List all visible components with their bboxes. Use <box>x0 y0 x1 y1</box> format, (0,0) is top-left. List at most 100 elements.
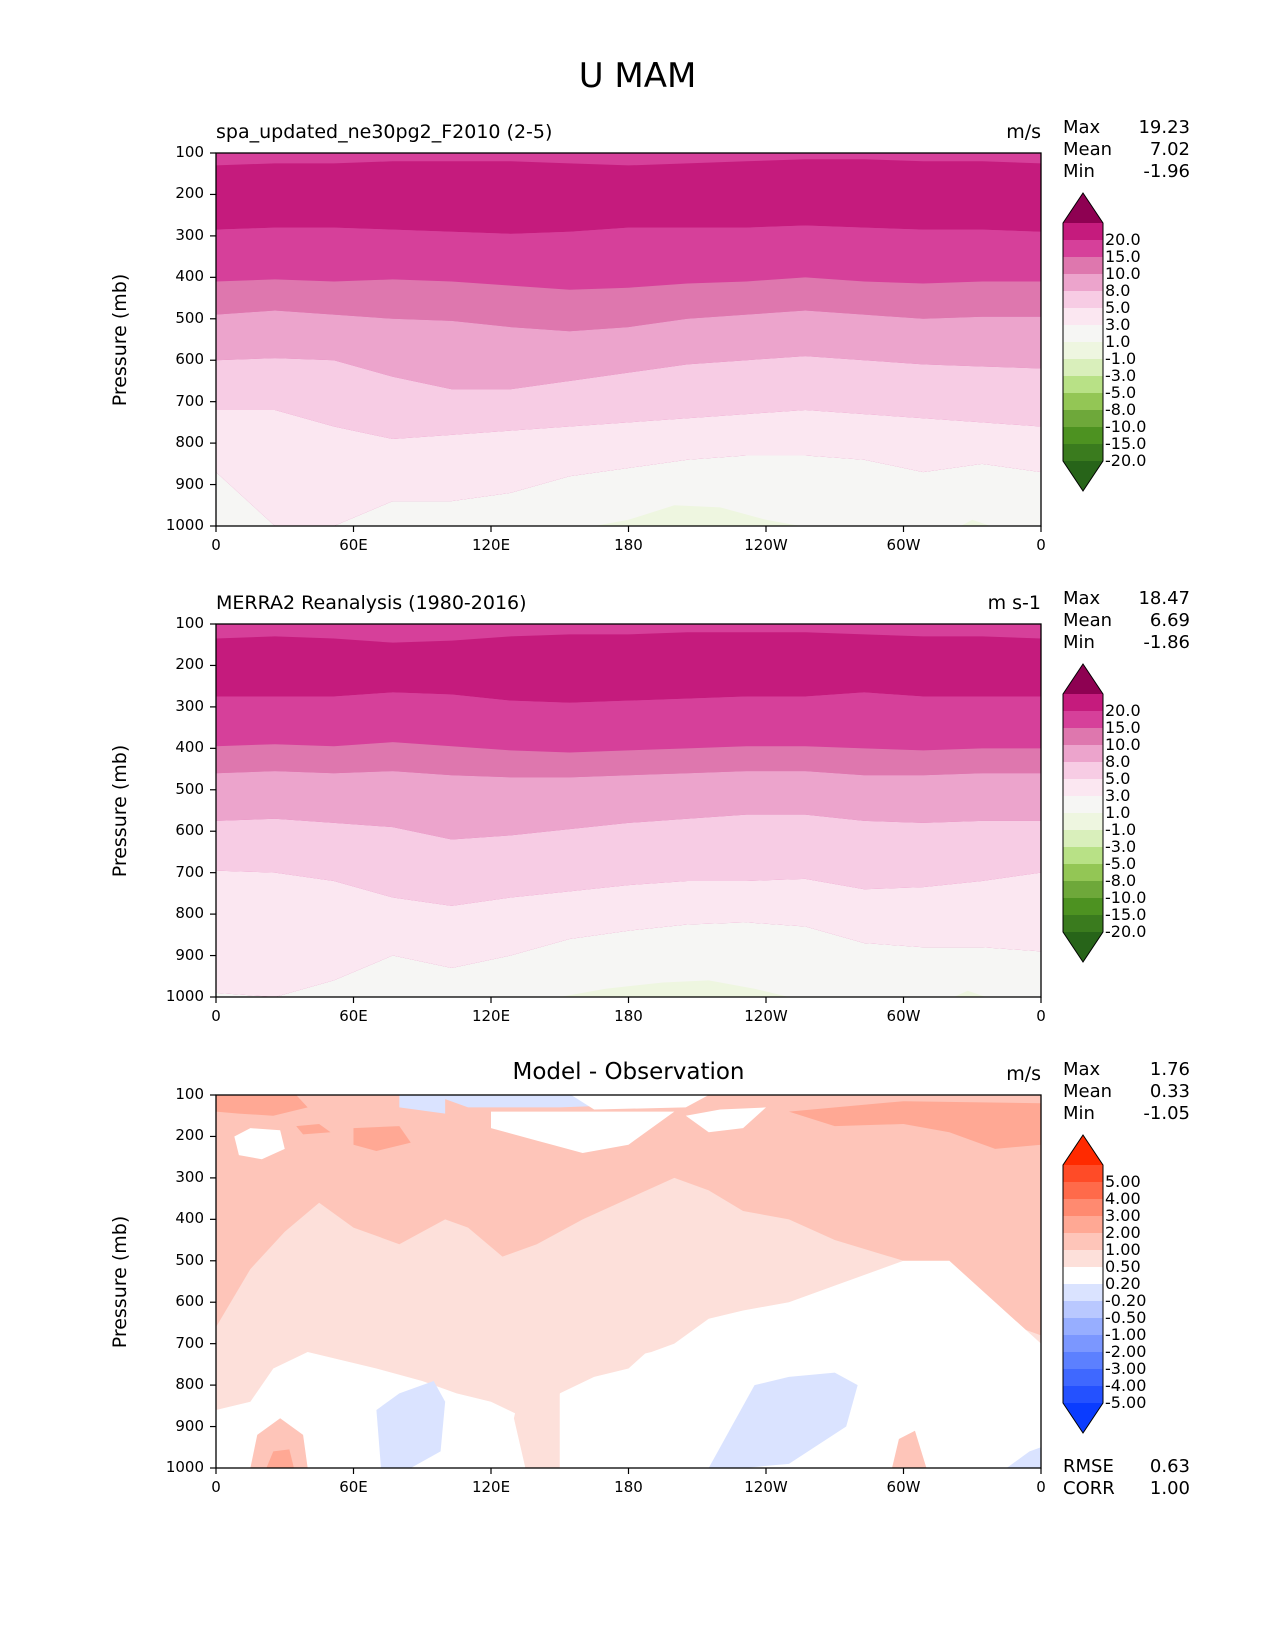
colorbar-swatch <box>1063 1284 1103 1302</box>
colorbar-label: 0.20 <box>1105 1274 1141 1293</box>
colorbar-label: -5.00 <box>1105 1393 1147 1412</box>
panel-3 <box>210 1094 1104 1474</box>
colorbar-label: 3.0 <box>1105 786 1131 805</box>
x-tick-label: 0 <box>211 1007 221 1025</box>
colorbar-swatch <box>1063 830 1103 848</box>
contour-patch-2 <box>953 990 986 997</box>
colorbar-label: -10.0 <box>1105 417 1147 436</box>
colorbar-swatch <box>1063 1216 1103 1234</box>
colorbar-swatch <box>1063 291 1103 309</box>
y-tick-label: 400 <box>175 267 204 286</box>
x-tick-label: 60E <box>339 1007 368 1025</box>
y-tick-label: 400 <box>175 1209 204 1228</box>
colorbar-label: 1.0 <box>1105 332 1131 351</box>
stat-label: Min <box>1063 632 1095 653</box>
colorbar-label: -8.0 <box>1105 400 1137 419</box>
colorbar-label: 20.0 <box>1105 701 1141 720</box>
contour-band-1 <box>216 153 1041 166</box>
contour-patch-12 <box>571 1095 709 1110</box>
colorbar-label: -4.00 <box>1105 1376 1147 1395</box>
stat-value: 19.23 <box>1138 117 1190 138</box>
contour-patch-16 <box>296 1124 331 1135</box>
panel-1 <box>210 152 1104 532</box>
colorbar-swatch <box>1063 881 1103 899</box>
colorbar-label: -15.0 <box>1105 905 1147 924</box>
colorbar-label: -1.00 <box>1105 1325 1147 1344</box>
colorbar-label: -8.0 <box>1105 871 1137 890</box>
colorbar-label: 1.00 <box>1105 1240 1141 1259</box>
contour-patch-7 <box>399 1095 446 1114</box>
colorbar-extend-max <box>1063 664 1103 694</box>
colorbar-label: 20.0 <box>1105 230 1141 249</box>
y-tick-label: 100 <box>175 143 204 161</box>
stat-value: 0.63 <box>1149 1456 1190 1477</box>
contour-patch-2 <box>960 519 991 526</box>
y-tick-label: 800 <box>175 1375 204 1394</box>
panel-units: m/s <box>1006 121 1041 143</box>
panel-units: m s-1 <box>987 592 1041 614</box>
x-tick-label: 60E <box>339 536 368 554</box>
stat-label: Max <box>1063 117 1101 138</box>
x-tick-label: 120E <box>471 1007 511 1025</box>
x-tick-label: 120W <box>744 1007 788 1025</box>
colorbar-label: -20.0 <box>1105 451 1147 470</box>
colorbar-swatch <box>1063 240 1103 258</box>
y-tick-label: 1000 <box>165 516 204 534</box>
y-tick-label: 700 <box>175 1333 204 1352</box>
x-tick-label: 60E <box>339 1478 368 1496</box>
colorbar-swatch <box>1063 1318 1103 1336</box>
colorbar-swatch <box>1063 813 1103 831</box>
colorbar-extend-min <box>1063 932 1103 962</box>
colorbar-swatch <box>1063 915 1103 933</box>
contour-patch-3 <box>513 1269 647 1468</box>
contour-patch-19 <box>266 1449 294 1468</box>
colorbar-swatch <box>1063 1301 1103 1319</box>
colorbar-label: -0.50 <box>1105 1308 1147 1327</box>
colorbar-swatch <box>1063 745 1103 763</box>
y-tick-label: 500 <box>175 779 204 798</box>
colorbar-swatch <box>1063 325 1103 343</box>
stat-value: -1.05 <box>1143 1103 1190 1124</box>
y-tick-label: 200 <box>175 184 204 203</box>
contour-band-1 <box>216 624 1041 643</box>
stat-value: 7.02 <box>1149 139 1190 160</box>
panel-title-left: spa_updated_ne30pg2_F2010 (2-5) <box>216 121 553 143</box>
x-tick-label: 0 <box>1036 1007 1046 1025</box>
stat-value: 1.00 <box>1149 1478 1190 1499</box>
colorbar-label: -15.0 <box>1105 434 1147 453</box>
contour-patch-4 <box>708 1372 858 1468</box>
colorbar-swatch <box>1063 864 1103 882</box>
x-tick-label: 120E <box>471 536 511 554</box>
contour-patch-11 <box>685 1107 766 1133</box>
colorbar-swatch <box>1063 1165 1103 1183</box>
contour-patch-15 <box>353 1126 411 1151</box>
colorbar-label: -5.0 <box>1105 383 1137 402</box>
y-tick-label: 500 <box>175 1250 204 1269</box>
colorbar-label: 10.0 <box>1105 264 1141 283</box>
stat-label: Mean <box>1063 139 1113 160</box>
contour-band-4 <box>216 277 1041 332</box>
contour-area <box>216 153 1041 526</box>
stat-value: -1.96 <box>1143 161 1190 182</box>
y-tick-label: 700 <box>175 391 204 410</box>
colorbar-label: -0.20 <box>1105 1291 1147 1310</box>
colorbar-label: -1.0 <box>1105 349 1137 368</box>
contour-band-6 <box>216 814 1041 906</box>
y-tick-label: 300 <box>175 225 204 244</box>
colorbar-swatch <box>1063 1352 1103 1370</box>
y-tick-label: 300 <box>175 1167 204 1186</box>
colorbar-label: 0.50 <box>1105 1257 1141 1276</box>
contour-band-5 <box>216 310 1041 390</box>
contour-band-4 <box>216 742 1041 778</box>
colorbar-swatch <box>1063 342 1103 360</box>
x-tick-label: 180 <box>614 536 643 554</box>
contour-patch-1 <box>594 505 801 526</box>
contour-band-8 <box>216 455 1041 526</box>
stat-label: Max <box>1063 1059 1101 1080</box>
contour-patch-18 <box>892 1430 927 1468</box>
stat-label: CORR <box>1063 1478 1115 1499</box>
y-tick-label: 300 <box>175 696 204 715</box>
y-tick-label: 200 <box>175 1126 204 1145</box>
y-tick-label: 1000 <box>165 987 204 1005</box>
